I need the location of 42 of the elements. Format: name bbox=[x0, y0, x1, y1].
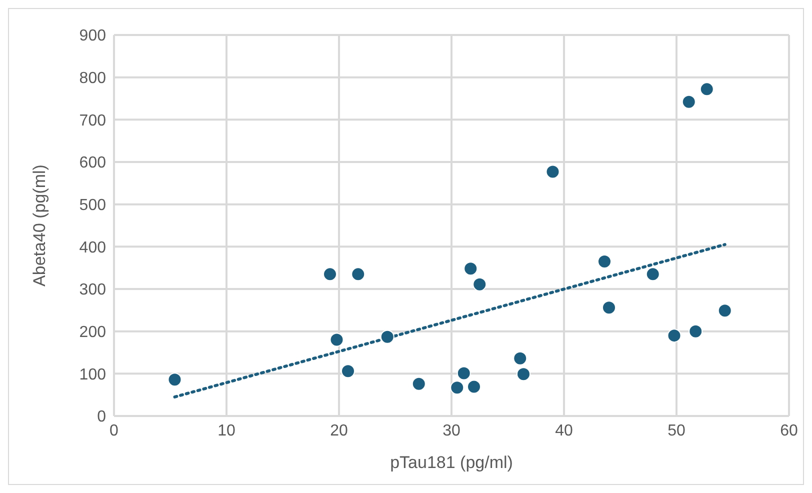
point bbox=[598, 254, 612, 268]
point bbox=[718, 304, 732, 318]
y-tick-label: 400 bbox=[79, 239, 106, 256]
point bbox=[688, 324, 703, 338]
y-axis-title: Abeta40 (pg(ml) bbox=[30, 164, 50, 286]
point bbox=[450, 380, 464, 395]
x-axis-title: pTau181 (pg/ml) bbox=[390, 453, 513, 472]
point bbox=[667, 328, 682, 343]
point bbox=[546, 164, 560, 179]
y-tick-label: 500 bbox=[79, 197, 106, 214]
x-tick-label: 10 bbox=[218, 422, 236, 440]
point bbox=[602, 300, 616, 315]
point bbox=[516, 367, 530, 382]
point bbox=[513, 351, 528, 366]
x-tick-label: 20 bbox=[330, 422, 348, 440]
point bbox=[351, 267, 366, 282]
x-tick-label: 60 bbox=[780, 422, 798, 440]
point bbox=[412, 376, 426, 391]
point bbox=[467, 380, 481, 394]
point bbox=[330, 332, 344, 347]
y-tick-label: 100 bbox=[79, 366, 106, 384]
x-tick-label: 50 bbox=[668, 422, 686, 440]
point bbox=[700, 82, 714, 96]
point bbox=[472, 277, 487, 292]
y-tick-label: 300 bbox=[79, 282, 106, 299]
y-tick-label: 700 bbox=[79, 112, 106, 130]
point bbox=[682, 94, 696, 109]
x-tick-label: 40 bbox=[555, 422, 573, 440]
x-tick-label: 0 bbox=[110, 422, 119, 440]
x-tick-label: 30 bbox=[442, 422, 460, 440]
point bbox=[323, 267, 337, 282]
y-tick-label: 600 bbox=[79, 154, 106, 172]
point bbox=[341, 364, 355, 378]
y-tick-label: 900 bbox=[79, 28, 106, 45]
y-tick-label: 200 bbox=[79, 324, 106, 342]
point bbox=[168, 372, 182, 387]
point bbox=[646, 267, 660, 282]
point bbox=[464, 262, 478, 276]
point bbox=[380, 330, 394, 344]
point bbox=[456, 366, 471, 380]
y-tick-label: 0 bbox=[97, 408, 106, 426]
y-tick-label: 800 bbox=[79, 70, 106, 88]
